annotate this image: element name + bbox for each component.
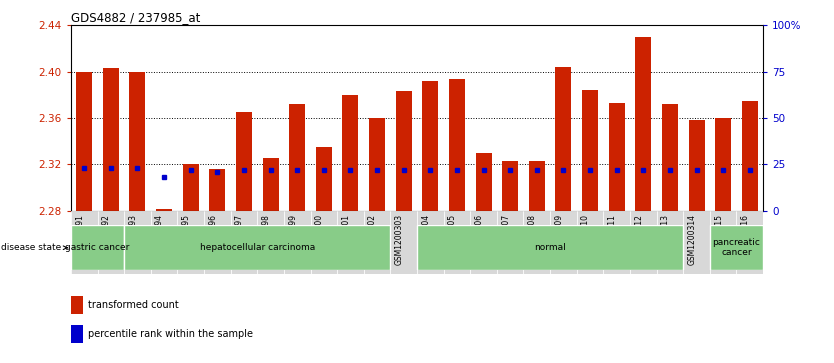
- Text: GSM1200296: GSM1200296: [208, 214, 218, 265]
- Text: GSM1200308: GSM1200308: [528, 214, 537, 265]
- Bar: [284, 211, 310, 274]
- Bar: [555, 67, 571, 211]
- Bar: [577, 211, 603, 274]
- Text: GSM1200315: GSM1200315: [714, 214, 723, 265]
- Bar: [316, 147, 332, 211]
- Bar: [710, 211, 736, 274]
- Text: GSM1200294: GSM1200294: [155, 214, 164, 265]
- Bar: [209, 169, 225, 211]
- Bar: [98, 211, 124, 274]
- Bar: [103, 68, 118, 211]
- Bar: [71, 325, 83, 343]
- Bar: [524, 211, 550, 274]
- Bar: [364, 211, 390, 274]
- Bar: [550, 211, 577, 274]
- Text: GSM1200312: GSM1200312: [635, 214, 643, 265]
- Bar: [343, 95, 359, 211]
- Text: GSM1200307: GSM1200307: [501, 214, 510, 265]
- Bar: [289, 104, 305, 211]
- Bar: [422, 81, 439, 211]
- Bar: [444, 211, 470, 274]
- Bar: [231, 211, 257, 274]
- Bar: [390, 211, 417, 274]
- Bar: [716, 118, 731, 211]
- Bar: [736, 211, 763, 274]
- Bar: [76, 72, 93, 211]
- Text: disease state: disease state: [2, 243, 68, 252]
- Bar: [151, 211, 178, 274]
- Bar: [417, 225, 683, 270]
- Text: GSM1200304: GSM1200304: [421, 214, 430, 265]
- Bar: [236, 112, 252, 211]
- Bar: [129, 72, 145, 211]
- Text: GSM1200310: GSM1200310: [581, 214, 590, 265]
- Bar: [603, 211, 630, 274]
- Text: transformed count: transformed count: [88, 300, 179, 310]
- Bar: [502, 161, 518, 211]
- Bar: [609, 103, 625, 211]
- Bar: [337, 211, 364, 274]
- Bar: [395, 91, 412, 211]
- Bar: [497, 211, 524, 274]
- Text: GSM1200298: GSM1200298: [262, 214, 270, 265]
- Bar: [656, 211, 683, 274]
- Bar: [662, 104, 678, 211]
- Bar: [124, 211, 151, 274]
- Text: GSM1200311: GSM1200311: [608, 214, 616, 265]
- Text: GSM1200309: GSM1200309: [555, 214, 564, 265]
- Bar: [183, 164, 198, 211]
- Text: GSM1200305: GSM1200305: [448, 214, 457, 265]
- Text: GSM1200299: GSM1200299: [289, 214, 297, 265]
- Text: GSM1200301: GSM1200301: [341, 214, 350, 265]
- Text: hepatocellular carcinoma: hepatocellular carcinoma: [199, 243, 315, 252]
- Bar: [475, 153, 491, 211]
- Bar: [582, 90, 598, 211]
- Text: GSM1200295: GSM1200295: [182, 214, 191, 265]
- Text: GSM1200303: GSM1200303: [394, 214, 404, 265]
- Bar: [529, 161, 545, 211]
- Bar: [124, 225, 390, 270]
- Text: GSM1200314: GSM1200314: [687, 214, 696, 265]
- Bar: [178, 211, 204, 274]
- Bar: [683, 211, 710, 274]
- Text: GSM1200313: GSM1200313: [661, 214, 670, 265]
- Text: GSM1200316: GSM1200316: [741, 214, 750, 265]
- Bar: [263, 159, 279, 211]
- Bar: [71, 211, 98, 274]
- Text: GDS4882 / 237985_at: GDS4882 / 237985_at: [71, 11, 200, 24]
- Bar: [71, 225, 124, 270]
- Text: GSM1200297: GSM1200297: [235, 214, 244, 265]
- Bar: [257, 211, 284, 274]
- Text: GSM1200291: GSM1200291: [75, 214, 84, 265]
- Text: GSM1200292: GSM1200292: [102, 214, 111, 265]
- Bar: [710, 225, 763, 270]
- Text: normal: normal: [535, 243, 566, 252]
- Text: GSM1200306: GSM1200306: [475, 214, 484, 265]
- Text: percentile rank within the sample: percentile rank within the sample: [88, 329, 254, 339]
- Bar: [417, 211, 444, 274]
- Bar: [369, 118, 385, 211]
- Bar: [204, 211, 231, 274]
- Bar: [156, 209, 172, 211]
- Bar: [636, 37, 651, 211]
- Bar: [689, 120, 705, 211]
- Text: GSM1200293: GSM1200293: [128, 214, 138, 265]
- Bar: [310, 211, 337, 274]
- Text: gastric cancer: gastric cancer: [65, 243, 130, 252]
- Bar: [71, 296, 83, 314]
- Text: pancreatic
cancer: pancreatic cancer: [712, 238, 761, 257]
- Bar: [630, 211, 656, 274]
- Text: GSM1200300: GSM1200300: [314, 214, 324, 265]
- Bar: [449, 79, 465, 211]
- Bar: [741, 101, 758, 211]
- Text: GSM1200302: GSM1200302: [368, 214, 377, 265]
- Bar: [470, 211, 497, 274]
